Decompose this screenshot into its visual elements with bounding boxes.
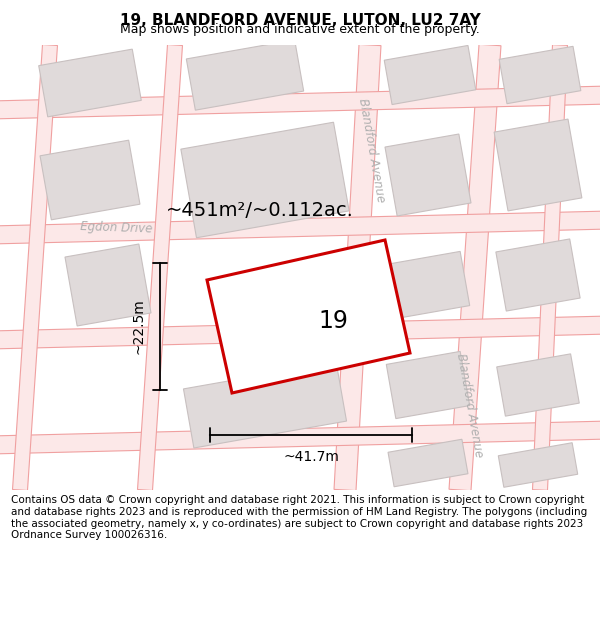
Polygon shape: [498, 442, 578, 488]
Polygon shape: [388, 439, 468, 487]
Text: ~22.5m: ~22.5m: [131, 299, 145, 354]
Text: Blandford Avenue: Blandford Avenue: [356, 97, 388, 203]
Polygon shape: [65, 244, 151, 326]
Polygon shape: [184, 362, 347, 448]
Polygon shape: [40, 140, 140, 220]
Polygon shape: [496, 239, 580, 311]
Text: Map shows position and indicative extent of the property.: Map shows position and indicative extent…: [120, 23, 480, 36]
Polygon shape: [499, 46, 581, 104]
Text: 19: 19: [319, 309, 349, 334]
Polygon shape: [497, 354, 579, 416]
Text: Contains OS data © Crown copyright and database right 2021. This information is : Contains OS data © Crown copyright and d…: [11, 496, 587, 540]
Polygon shape: [494, 119, 582, 211]
Polygon shape: [13, 44, 58, 491]
Text: ~41.7m: ~41.7m: [283, 450, 339, 464]
Polygon shape: [385, 134, 471, 216]
Text: 19, BLANDFORD AVENUE, LUTON, LU2 7AY: 19, BLANDFORD AVENUE, LUTON, LU2 7AY: [119, 12, 481, 28]
Polygon shape: [0, 86, 600, 119]
Polygon shape: [0, 316, 600, 349]
Polygon shape: [39, 49, 141, 117]
Polygon shape: [334, 44, 381, 491]
Polygon shape: [187, 40, 304, 110]
Text: Egdon Drive: Egdon Drive: [80, 220, 152, 236]
Text: ~451m²/~0.112ac.: ~451m²/~0.112ac.: [166, 201, 354, 219]
Polygon shape: [137, 44, 182, 491]
Polygon shape: [207, 240, 410, 393]
Polygon shape: [386, 351, 470, 419]
Polygon shape: [0, 211, 600, 244]
Polygon shape: [384, 46, 476, 104]
Polygon shape: [0, 421, 600, 454]
Text: Blandford Avenue: Blandford Avenue: [454, 352, 485, 458]
Polygon shape: [449, 44, 501, 491]
Polygon shape: [533, 44, 568, 491]
Polygon shape: [181, 122, 349, 238]
Polygon shape: [386, 251, 470, 319]
